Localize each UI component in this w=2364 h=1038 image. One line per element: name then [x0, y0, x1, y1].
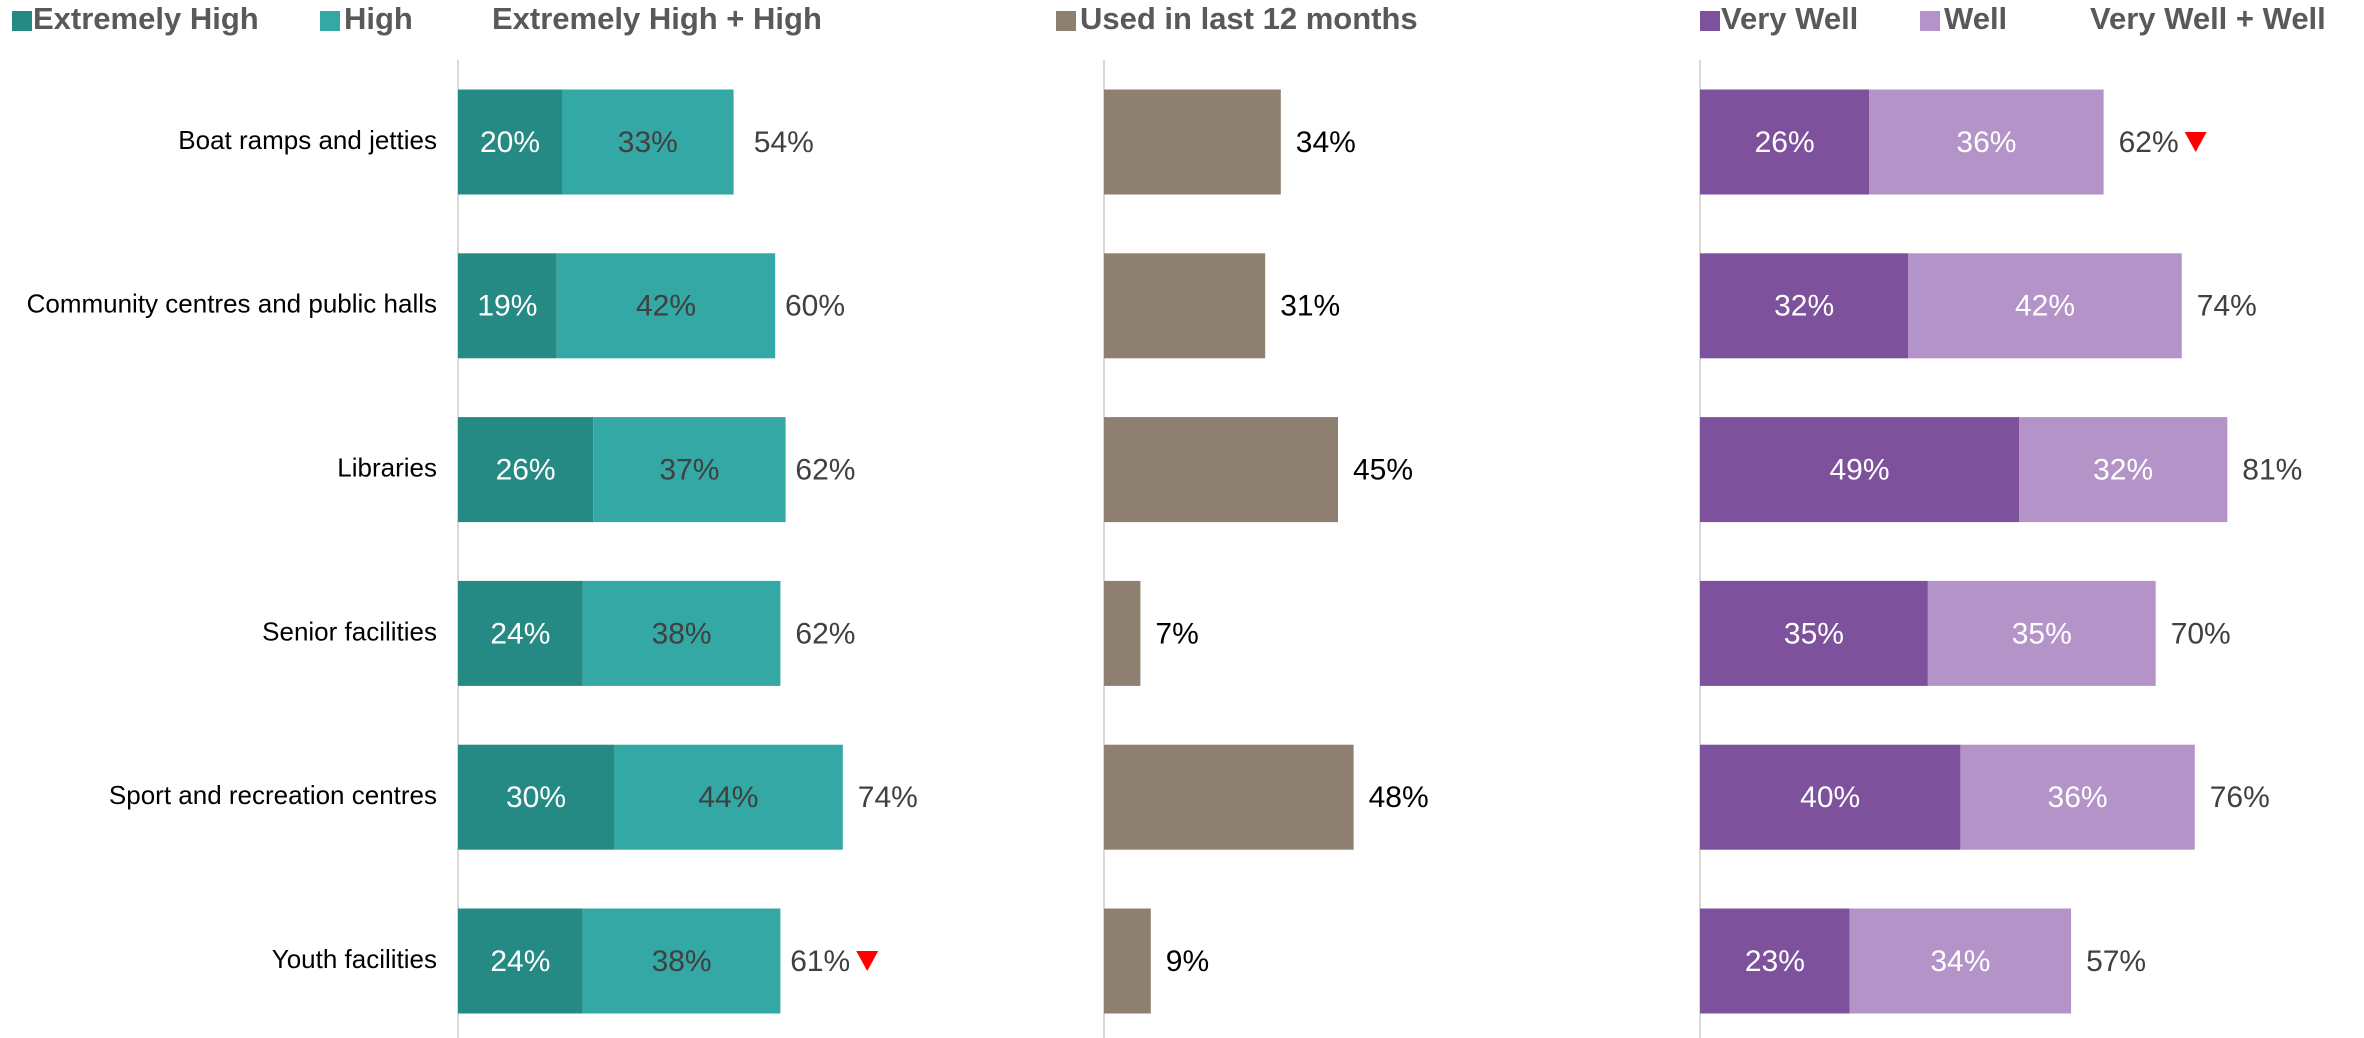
bar-segment: [582, 908, 781, 1014]
total-label: 62%: [795, 454, 855, 487]
bar-segment: [1104, 417, 1338, 523]
legend-swatch: [12, 11, 32, 31]
total-label: 61%: [790, 945, 850, 978]
data-label: 40%: [1800, 781, 1860, 814]
category-label: Senior facilities: [262, 616, 437, 646]
bar-segment: [1104, 89, 1281, 195]
bar-segment: [1700, 580, 1928, 686]
bar-segment: [1104, 744, 1354, 850]
legend-label: Very Well + Well: [2090, 1, 2326, 36]
data-label: 36%: [2048, 781, 2108, 814]
bar-segment: [458, 908, 583, 1014]
bar-segment: [562, 89, 734, 195]
bar-segment: [1104, 908, 1151, 1014]
legend-swatch: [1920, 11, 1940, 31]
bar-segment: [458, 744, 614, 850]
data-label: 26%: [1755, 126, 1815, 159]
data-label: 24%: [490, 945, 550, 978]
down-marker: [856, 951, 879, 971]
data-label: 35%: [2012, 617, 2072, 650]
bar-segment: [458, 89, 562, 195]
data-label: 23%: [1745, 945, 1805, 978]
legend-label: Used in last 12 months: [1080, 1, 1418, 36]
data-label: 7%: [1155, 617, 1198, 650]
bar-segment: [582, 580, 781, 686]
data-label: 49%: [1829, 454, 1889, 487]
bar-segment: [458, 580, 583, 686]
data-label: 32%: [2093, 454, 2153, 487]
data-label: 44%: [698, 781, 758, 814]
data-label: 9%: [1166, 945, 1209, 978]
total-label: 60%: [785, 290, 845, 323]
total-label: 54%: [754, 126, 814, 159]
data-label: 34%: [1296, 126, 1356, 159]
legend-swatch: [1700, 11, 1720, 31]
category-label: Boat ramps and jetties: [178, 125, 437, 155]
legend-label: High: [344, 1, 413, 36]
bar-segment: [1927, 580, 2156, 686]
legend-label: Extremely High + High: [492, 1, 822, 36]
bar-segment: [614, 744, 843, 850]
category-label: Libraries: [337, 452, 437, 482]
category-label: Sport and recreation centres: [109, 780, 437, 810]
total-label: 74%: [858, 781, 918, 814]
data-label: 31%: [1280, 290, 1340, 323]
bar-segment: [1700, 253, 1909, 359]
data-label: 19%: [477, 290, 537, 323]
data-label: 33%: [618, 126, 678, 159]
data-label: 38%: [652, 617, 712, 650]
bar-segment: [1960, 744, 2195, 850]
bar-segment: [593, 417, 786, 523]
total-label: 62%: [2119, 126, 2179, 159]
data-label: 48%: [1369, 781, 1429, 814]
bar-segment: [1700, 89, 1870, 195]
total-label: 74%: [2197, 290, 2257, 323]
data-label: 42%: [636, 290, 696, 323]
bar-segment: [1700, 908, 1850, 1014]
bar-segment: [1104, 253, 1266, 359]
legend-label: Extremely High: [33, 1, 259, 36]
category-label: Community centres and public halls: [27, 289, 437, 319]
legend-label: Well: [1944, 1, 2007, 36]
bar-segment: [2018, 417, 2228, 523]
bar-segment: [458, 253, 557, 359]
total-label: 62%: [795, 617, 855, 650]
bar-segment: [1104, 580, 1141, 686]
data-label: 20%: [480, 126, 540, 159]
legend-label: Very Well: [1721, 1, 1858, 36]
data-label: 24%: [490, 617, 550, 650]
legend-swatch: [1056, 11, 1076, 31]
total-label: 70%: [2171, 617, 2231, 650]
data-label: 37%: [659, 454, 719, 487]
bar-segment: [1908, 253, 2182, 359]
data-label: 35%: [1784, 617, 1844, 650]
legend-swatch: [320, 11, 340, 31]
total-label: 81%: [2242, 454, 2302, 487]
data-label: 38%: [652, 945, 712, 978]
data-label: 36%: [1956, 126, 2016, 159]
bar-segment: [1869, 89, 2104, 195]
data-label: 32%: [1774, 290, 1834, 323]
category-label: Youth facilities: [272, 944, 437, 974]
data-label: 42%: [2015, 290, 2075, 323]
bar-segment: [1700, 744, 1961, 850]
total-label: 76%: [2210, 781, 2270, 814]
data-label: 26%: [496, 454, 556, 487]
data-label: 45%: [1353, 454, 1413, 487]
bar-segment: [556, 253, 776, 359]
data-label: 34%: [1930, 945, 1990, 978]
bar-segment: [1700, 417, 2019, 523]
down-marker: [2184, 132, 2207, 152]
bar-segment: [458, 417, 594, 523]
total-label: 57%: [2086, 945, 2146, 978]
bar-segment: [1849, 908, 2072, 1014]
data-label: 30%: [506, 781, 566, 814]
